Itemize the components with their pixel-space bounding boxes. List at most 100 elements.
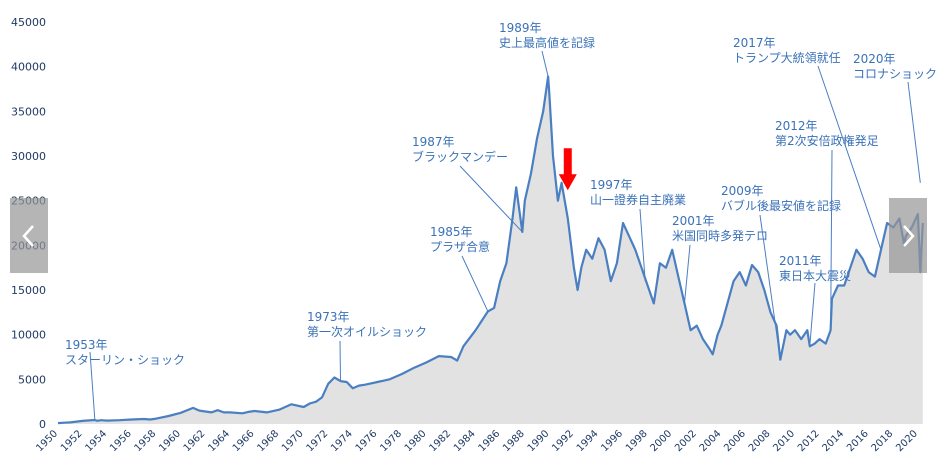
annotation-leader <box>907 81 921 183</box>
annotation-label: 東日本大震災 <box>779 269 851 283</box>
annotations: 1953年スターリン・ショック1973年第一次オイルショック1985年プラザ合意… <box>65 21 937 421</box>
y-tick-label: 10000 <box>11 329 46 342</box>
x-tick-label: 1954 <box>83 428 109 454</box>
x-tick-label: 1992 <box>550 428 576 454</box>
x-tick-label: 2010 <box>771 428 797 454</box>
x-tick-label: 2000 <box>649 428 675 454</box>
x-tick-label: 1950 <box>34 428 60 454</box>
x-tick-label: 1996 <box>599 428 625 454</box>
x-tick-label: 1960 <box>157 428 183 454</box>
x-tick-label: 1966 <box>231 428 257 454</box>
annotation-label: 2009年 <box>721 184 764 198</box>
annotation-label: 第2次安倍政権発足 <box>775 133 879 148</box>
x-tick-label: 1958 <box>133 428 159 454</box>
annotation-leader <box>339 340 342 382</box>
x-tick-label: 2020 <box>894 428 920 454</box>
x-tick-label: 2014 <box>821 428 847 454</box>
y-tick-label: 45000 <box>11 16 46 29</box>
red-arrow-marker <box>558 148 577 191</box>
annotation-label: トランプ大統領就任 <box>733 50 841 65</box>
x-tick-label: 1962 <box>182 428 208 454</box>
annotation-label: 1973年 <box>307 310 350 324</box>
x-tick-label: 1998 <box>624 428 650 454</box>
chevron-left-icon <box>22 224 34 247</box>
x-tick-label: 1980 <box>403 428 429 454</box>
annotation-leader <box>830 149 833 331</box>
x-tick-label: 2004 <box>698 428 724 454</box>
x-tick-label: 1974 <box>329 428 355 454</box>
annotation-label: 2011年 <box>779 254 822 268</box>
x-tick-label: 2018 <box>870 428 896 454</box>
annotation-label: 2001年 <box>672 214 715 228</box>
x-tick-label: 1978 <box>378 428 404 454</box>
x-tick-label: 1986 <box>477 428 503 454</box>
x-tick-label: 1970 <box>280 428 306 454</box>
annotation-label: バブル後最安値を記録 <box>721 198 841 213</box>
annotation-label: 史上最高値を記録 <box>499 35 595 50</box>
annotation-leader <box>541 50 549 77</box>
x-tick-label: 1968 <box>255 428 281 454</box>
annotation-leader <box>817 65 882 250</box>
x-tick-label: 2006 <box>722 428 748 454</box>
x-tick-label: 1984 <box>452 428 478 454</box>
annotation-label: 1987年 <box>412 135 455 149</box>
annotation-label: 米国同時多発テロ <box>672 229 768 243</box>
x-axis: 1950195219541956195819601962196419661968… <box>34 428 920 454</box>
annotation-label: プラザ合意 <box>430 239 490 254</box>
x-tick-label: 1988 <box>501 428 527 454</box>
chevron-right-icon <box>903 224 915 247</box>
x-tick-label: 2002 <box>673 428 699 454</box>
annotation-leader <box>809 282 816 347</box>
prev-slide-button[interactable] <box>10 198 48 273</box>
x-tick-label: 1976 <box>354 428 380 454</box>
series-line <box>57 75 924 425</box>
annotation-leader <box>683 244 691 304</box>
annotation-label: 1985年 <box>430 225 473 239</box>
series-area <box>58 76 923 424</box>
annotation-label: 2020年 <box>853 52 896 66</box>
annotation-label: 山一證券自主廃業 <box>590 192 686 207</box>
annotation-label: 1997年 <box>590 178 633 192</box>
annotation-leader <box>759 214 781 360</box>
annotation-label: ブラックマンデー <box>412 149 508 164</box>
annotation-label: コロナショック <box>853 67 937 81</box>
annotation-label: 1953年 <box>65 338 108 352</box>
x-tick-label: 1994 <box>575 428 601 454</box>
annotation-label: 第一次オイルショック <box>307 325 427 339</box>
x-tick-label: 1952 <box>59 428 85 454</box>
annotation-label: 1989年 <box>499 21 542 35</box>
annotation-label: 2012年 <box>775 119 818 133</box>
x-tick-label: 1990 <box>526 428 552 454</box>
annotation-leader <box>89 351 96 421</box>
x-tick-label: 1972 <box>305 428 331 454</box>
annotation-label: 2017年 <box>733 36 776 50</box>
annotation-label: スターリン・ショック <box>65 353 185 367</box>
y-tick-label: 5000 <box>18 373 46 386</box>
annotation-leader <box>459 165 523 233</box>
y-tick-label: 15000 <box>11 284 46 297</box>
next-slide-button[interactable] <box>889 198 927 273</box>
x-tick-label: 1982 <box>427 428 453 454</box>
annotation-leader <box>639 208 646 282</box>
y-tick-label: 40000 <box>11 61 46 74</box>
x-tick-label: 2008 <box>747 428 773 454</box>
y-tick-label: 35000 <box>11 105 46 118</box>
y-tick-label: 0 <box>39 418 46 431</box>
x-tick-label: 2012 <box>796 428 822 454</box>
x-tick-label: 1964 <box>206 428 232 454</box>
x-tick-label: 1956 <box>108 428 134 454</box>
annotation-leader <box>461 255 489 312</box>
